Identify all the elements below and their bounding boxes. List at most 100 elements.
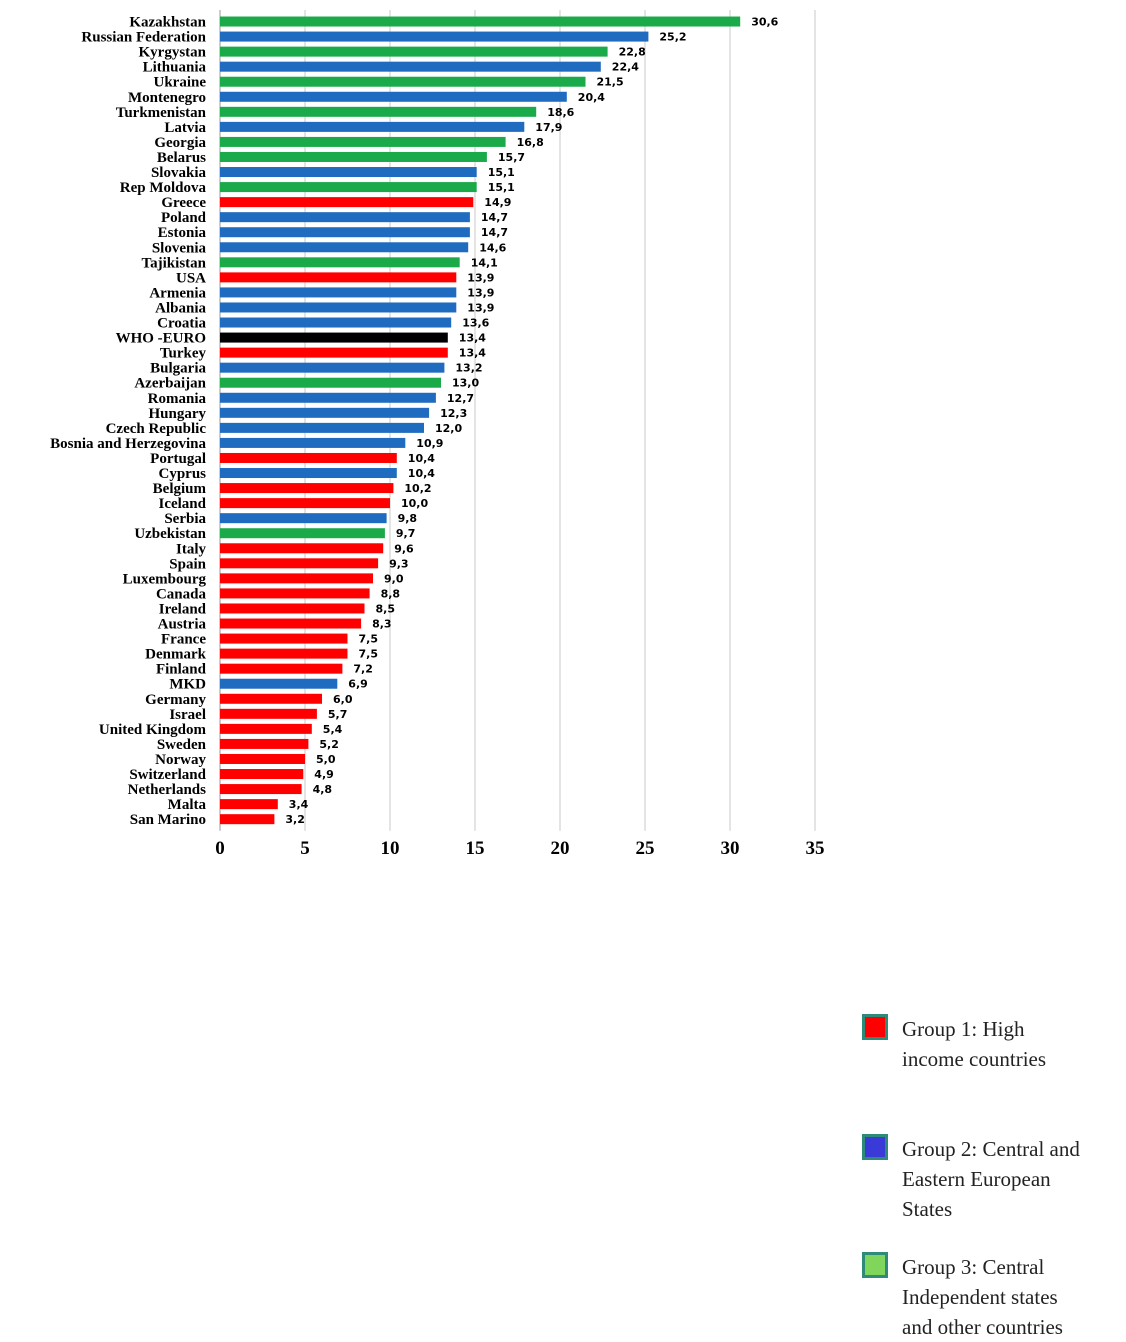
bar-serbia xyxy=(220,513,387,524)
x-tick-label-30: 30 xyxy=(721,838,740,859)
bar-albania xyxy=(220,302,457,313)
bar-czech-republic xyxy=(220,422,424,433)
bar-mkd xyxy=(220,678,338,689)
bar-germany xyxy=(220,693,322,704)
value-label-usa: 13,9 xyxy=(467,271,494,284)
value-label-switzerland: 4,9 xyxy=(314,768,334,781)
category-label-luxembourg: Luxembourg xyxy=(123,571,207,587)
gridlines xyxy=(219,10,816,831)
bar-israel xyxy=(220,708,317,719)
bar-montenegro xyxy=(220,91,567,102)
bar-france xyxy=(220,633,348,644)
value-label-san-marino: 3,2 xyxy=(285,813,305,826)
value-label-france: 7,5 xyxy=(359,633,379,646)
bar-iceland xyxy=(220,498,390,509)
value-label-belgium: 10,2 xyxy=(404,482,431,495)
value-label-poland: 14,7 xyxy=(481,211,508,224)
bar-united-kingdom xyxy=(220,723,312,734)
bar-latvia xyxy=(220,121,525,132)
legend-swatch-group3 xyxy=(862,1252,888,1278)
bar-lithuania xyxy=(220,61,601,72)
legend-swatch-group1 xyxy=(862,1014,888,1040)
value-label-slovakia: 15,1 xyxy=(488,166,515,179)
category-label-ireland: Ireland xyxy=(159,601,207,617)
value-label-latvia: 17,9 xyxy=(535,121,562,134)
category-label-hungary: Hungary xyxy=(148,406,206,422)
bar-bulgaria xyxy=(220,362,445,373)
bar-belarus xyxy=(220,151,487,162)
bar-finland xyxy=(220,663,343,674)
category-label-cyprus: Cyprus xyxy=(158,466,206,482)
bar-ireland xyxy=(220,603,365,614)
bar-denmark xyxy=(220,648,348,659)
value-label-montenegro: 20,4 xyxy=(578,91,605,104)
bar-kyrgystan xyxy=(220,46,608,57)
bar-spain xyxy=(220,558,379,569)
bar-netherlands xyxy=(220,784,302,795)
bar-cyprus xyxy=(220,468,397,479)
bar-luxembourg xyxy=(220,573,373,584)
bar-russian-federation xyxy=(220,31,649,42)
value-label-iceland: 10,0 xyxy=(401,497,428,510)
value-label-czech-republic: 12,0 xyxy=(435,422,462,435)
bar-slovakia xyxy=(220,167,477,178)
value-label-israel: 5,7 xyxy=(328,708,348,721)
legend-label-group1: Group 1: High income countries xyxy=(902,1017,1047,1071)
bar-romania xyxy=(220,392,436,403)
bar-italy xyxy=(220,543,384,554)
category-label-georgia: Georgia xyxy=(154,135,206,151)
value-label-estonia: 14,7 xyxy=(481,226,508,239)
category-label-austria: Austria xyxy=(158,617,207,633)
bar-belgium xyxy=(220,483,394,494)
bar-georgia xyxy=(220,136,506,147)
category-label-netherlands: Netherlands xyxy=(128,782,206,798)
x-tick-label-15: 15 xyxy=(466,838,485,859)
category-label-bulgaria: Bulgaria xyxy=(150,361,206,377)
value-label-albania: 13,9 xyxy=(467,301,494,314)
value-label-denmark: 7,5 xyxy=(359,648,379,661)
category-label-russian-federation: Russian Federation xyxy=(81,30,206,46)
bar-canada xyxy=(220,588,370,599)
category-label-poland: Poland xyxy=(161,210,207,226)
category-label-mkd: MKD xyxy=(169,677,206,693)
category-label-lithuania: Lithuania xyxy=(143,60,207,76)
bar-san-marino xyxy=(220,814,275,825)
category-label-who-euro: WHO -EURO xyxy=(116,331,206,347)
bar-bosnia-and-herzegovina xyxy=(220,437,406,448)
value-label-azerbaijan: 13,0 xyxy=(452,377,479,390)
value-label-austria: 8,3 xyxy=(372,618,392,631)
category-label-switzerland: Switzerland xyxy=(129,767,206,783)
category-label-rep-moldova: Rep Moldova xyxy=(120,180,207,196)
legend-label-group2: Group 2: Central and Eastern European St… xyxy=(902,1137,1080,1221)
bar-kazakhstan xyxy=(220,16,741,27)
value-label-united-kingdom: 5,4 xyxy=(323,723,343,736)
bar-greece xyxy=(220,197,474,208)
chart-root: Kazakhstan Russian Federation Kyrgystan Lit… xyxy=(50,10,1080,1339)
x-tick-label-0: 0 xyxy=(215,838,225,859)
value-label-slovenia: 14,6 xyxy=(479,241,506,254)
value-label-belarus: 15,7 xyxy=(498,151,525,164)
value-label-luxembourg: 9,0 xyxy=(384,572,404,585)
bar-turkmenistan xyxy=(220,106,537,117)
category-label-finland: Finland xyxy=(156,662,207,678)
category-label-belarus: Belarus xyxy=(157,150,206,166)
value-label-mkd: 6,9 xyxy=(348,678,368,691)
value-label-lithuania: 22,4 xyxy=(612,61,639,74)
category-label-iceland: Iceland xyxy=(158,496,206,512)
value-labels: 30,6 25,2 22,8 22,4 21,5 20,4 18,6 17,9 16,8 15,7… xyxy=(285,16,778,827)
category-label-croatia: Croatia xyxy=(157,316,206,332)
x-tick-label-20: 20 xyxy=(551,838,570,859)
value-label-armenia: 13,9 xyxy=(467,286,494,299)
x-axis-tick-labels: 0 5 10 15 20 25 30 35 xyxy=(215,838,824,859)
category-label-belgium: Belgium xyxy=(153,481,207,497)
category-label-greece: Greece xyxy=(161,195,206,211)
category-label-united-kingdom: United Kingdom xyxy=(99,722,207,738)
value-label-russian-federation: 25,2 xyxy=(659,31,686,44)
category-label-turkey: Turkey xyxy=(160,346,207,362)
category-label-kazakhstan: Kazakhstan xyxy=(129,15,206,31)
value-label-ukraine: 21,5 xyxy=(597,76,624,89)
category-label-france: France xyxy=(161,632,206,648)
value-label-portugal: 10,4 xyxy=(408,452,435,465)
category-label-spain: Spain xyxy=(169,556,206,572)
value-label-malta: 3,4 xyxy=(289,798,309,811)
